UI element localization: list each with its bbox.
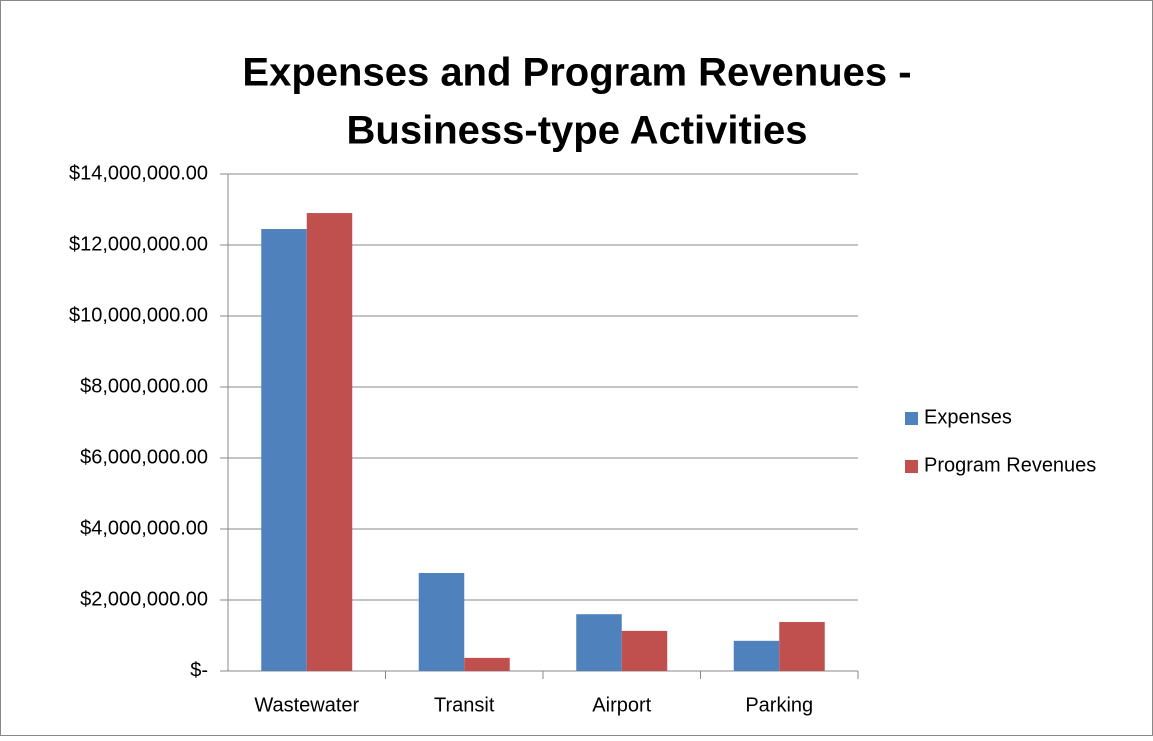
bar [576,614,622,671]
bar [733,640,780,671]
y-tick-label: $8,000,000.00 [80,375,208,397]
y-tick-label: $14,000,000.00 [69,162,208,184]
chart-title: Expenses and Program Revenues - [242,51,911,95]
y-tick-label: $10,000,000.00 [69,304,208,326]
y-tick-label: $4,000,000.00 [80,517,208,539]
bar [306,213,353,672]
legend-label: Expenses [924,406,1012,428]
legend-swatch [905,412,918,425]
bar [464,657,510,671]
chart-title: Business-type Activities [347,109,808,153]
y-tick-label: $6,000,000.00 [80,446,208,468]
bar [779,622,825,671]
y-tick-label: $- [190,659,208,681]
bar [418,573,465,671]
legend-swatch [905,460,918,473]
y-tick-label: $2,000,000.00 [80,588,208,610]
bar [621,630,668,671]
x-tick-label: Transit [434,694,495,716]
y-tick-label: $12,000,000.00 [69,233,208,255]
x-tick-label: Airport [592,694,651,716]
x-tick-label: Wastewater [254,694,359,716]
legend-label: Program Revenues [924,454,1096,476]
x-tick-label: Parking [745,694,813,716]
bar [261,229,307,671]
